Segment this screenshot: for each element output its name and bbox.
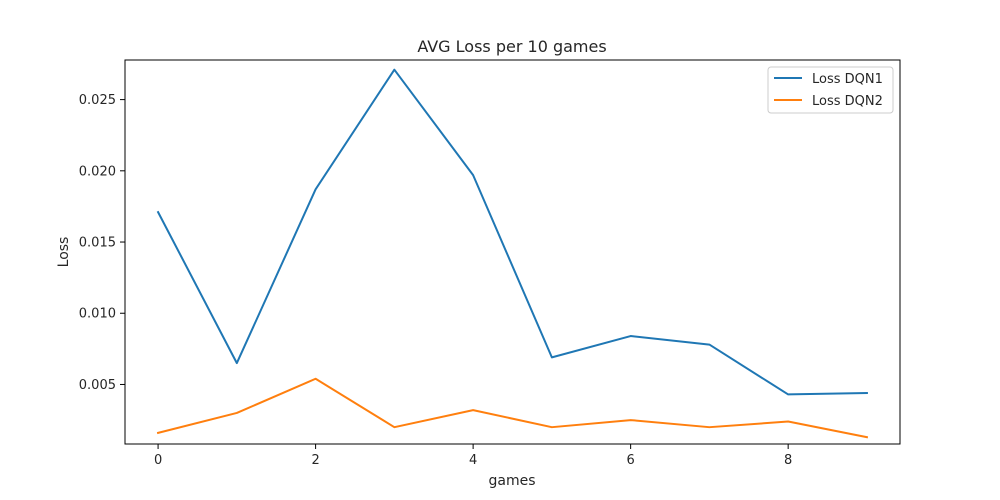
x-tick-label: 2	[311, 453, 319, 468]
legend: Loss DQN1 Loss DQN2	[767, 66, 894, 114]
series-line-dqn1	[156, 68, 868, 396]
y-axis-label: Loss	[56, 237, 72, 268]
y-tick-label: 0.020	[79, 164, 116, 179]
chart-title: AVG Loss per 10 games	[417, 37, 606, 56]
y-tick-label: 0.005	[79, 378, 116, 393]
x-axis-label: games	[488, 473, 535, 489]
y-tick-label: 0.010	[79, 307, 116, 322]
legend-label-dqn2: Loss DQN2	[812, 94, 883, 109]
x-axis: 0 2 4 6 8	[154, 444, 792, 468]
y-axis: 0.005 0.010 0.015 0.020 0.025	[79, 93, 125, 393]
y-tick-label: 0.015	[79, 236, 116, 251]
legend-label-dqn1: Loss DQN1	[812, 72, 883, 87]
series-line-dqn2	[156, 377, 869, 439]
x-tick-label: 0	[154, 453, 162, 468]
plot-area-frame	[124, 59, 901, 445]
x-tick-label: 4	[469, 453, 477, 468]
y-tick-label: 0.025	[79, 93, 116, 108]
x-tick-label: 8	[784, 453, 792, 468]
plot-lines	[156, 68, 869, 439]
x-tick-label: 6	[626, 453, 634, 468]
